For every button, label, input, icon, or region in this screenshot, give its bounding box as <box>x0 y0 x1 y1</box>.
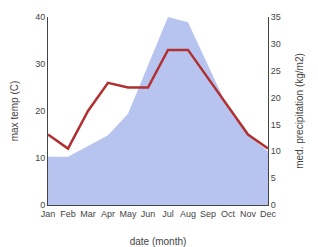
svg-text:0: 0 <box>40 200 45 210</box>
svg-text:10: 10 <box>35 153 45 163</box>
svg-text:med. precipitation (kg/m2): med. precipitation (kg/m2) <box>294 53 305 169</box>
svg-text:30: 30 <box>271 39 281 49</box>
svg-text:date (month): date (month) <box>130 236 187 247</box>
svg-text:40: 40 <box>35 12 45 22</box>
svg-text:30: 30 <box>35 59 45 69</box>
svg-text:15: 15 <box>271 120 281 130</box>
svg-text:25: 25 <box>271 66 281 76</box>
svg-text:20: 20 <box>35 106 45 116</box>
svg-text:20: 20 <box>271 93 281 103</box>
svg-text:Feb: Feb <box>60 209 76 219</box>
svg-text:10: 10 <box>271 146 281 156</box>
svg-text:May: May <box>119 209 137 219</box>
svg-text:Aug: Aug <box>180 209 196 219</box>
svg-text:Dec: Dec <box>260 209 277 219</box>
svg-text:5: 5 <box>271 173 276 183</box>
svg-text:Nov: Nov <box>240 209 257 219</box>
svg-text:Oct: Oct <box>221 209 236 219</box>
svg-text:35: 35 <box>271 12 281 22</box>
svg-text:max temp (C): max temp (C) <box>9 81 20 142</box>
svg-text:Jul: Jul <box>162 209 174 219</box>
svg-text:0: 0 <box>271 200 276 210</box>
svg-text:Jun: Jun <box>141 209 156 219</box>
svg-text:Mar: Mar <box>80 209 96 219</box>
svg-text:Apr: Apr <box>101 209 115 219</box>
svg-text:Jan: Jan <box>41 209 56 219</box>
svg-text:Sep: Sep <box>200 209 216 219</box>
